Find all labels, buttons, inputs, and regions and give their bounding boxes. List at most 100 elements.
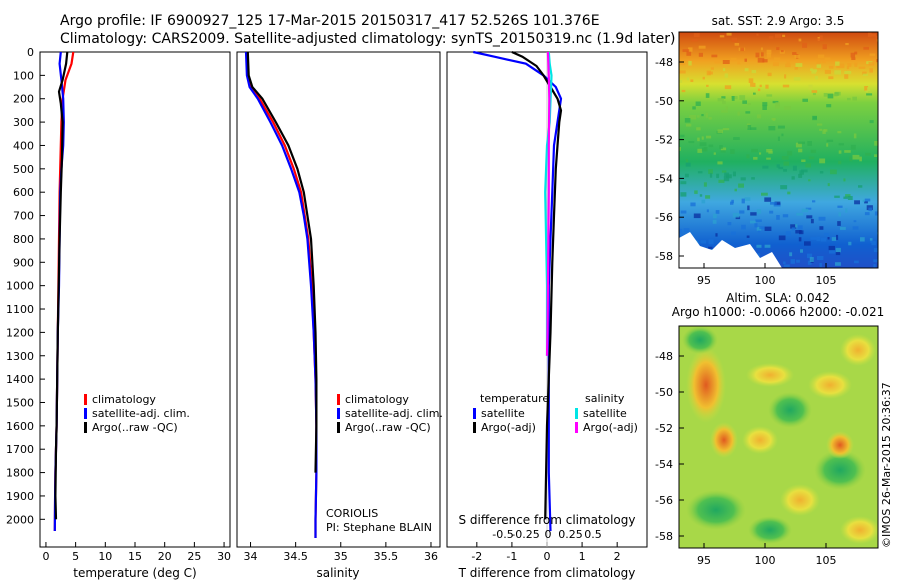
sst-pixel: [817, 54, 825, 59]
sla-anomaly: [840, 516, 878, 544]
sst-pixel: [731, 96, 735, 101]
sst-pixel: [783, 168, 787, 172]
sla-anomaly: [826, 431, 854, 459]
sst-pixel: [862, 73, 868, 76]
sst-pixel: [821, 60, 826, 64]
temperature-xtick-label: 30: [217, 550, 231, 563]
sst-pixel: [714, 61, 721, 64]
sla-anomaly: [748, 516, 792, 544]
sst-pixel: [817, 256, 824, 260]
temperature-xtick-label: 0: [42, 550, 49, 563]
sst-pixel: [812, 115, 817, 121]
sst-pixel: [835, 61, 840, 66]
sst-pixel: [791, 227, 795, 231]
sst-pixel: [850, 144, 856, 150]
sst-pixel: [808, 179, 811, 182]
sst-pixel: [750, 82, 756, 87]
depth-tick-label: 2000: [6, 513, 34, 526]
sst-pixel: [722, 60, 730, 64]
sst-pixel: [798, 148, 803, 153]
sst-pixel: [751, 148, 758, 153]
sst-pixel: [747, 103, 751, 106]
temperature-xlabel: temperature (deg C): [73, 566, 196, 580]
sst-pixel: [794, 67, 798, 70]
sst-pixel: [756, 244, 762, 248]
sst-pixel: [766, 94, 773, 97]
sst-pixel: [822, 44, 827, 50]
sst-pixel: [706, 209, 709, 213]
sst-pixel: [838, 160, 842, 165]
temperature-axes-frame: [39, 51, 231, 548]
sst-pixel: [862, 71, 867, 75]
sst-pixel: [809, 257, 814, 262]
sst-pixel: [811, 90, 818, 93]
sst-pixel: [696, 127, 701, 131]
sst-map: sat. SST: 2.9 Argo: 3.5 -48-50-52-54-56-…: [655, 14, 879, 287]
legend-swatch: [337, 394, 340, 405]
sst-pixel: [754, 223, 758, 228]
sst-pixel: [730, 149, 735, 154]
depth-tick-label: 1100: [6, 303, 34, 316]
difference-xtick-label: 0: [544, 550, 551, 563]
sst-pixel: [694, 190, 698, 194]
sst-pixel: [798, 173, 803, 178]
sst-pixel: [701, 136, 704, 140]
sst-longitude-axis: 95 100 105: [697, 263, 837, 287]
legend-label: Argo(..raw -QC): [92, 421, 178, 434]
sst-pixel: [721, 110, 728, 113]
sst-pixel: [819, 226, 824, 230]
sst-pixel: [792, 52, 797, 55]
sst-pixel: [732, 212, 740, 218]
temperature-xtick-label: 5: [72, 550, 79, 563]
sst-pixel: [824, 69, 831, 74]
sst-pixel: [759, 152, 762, 155]
sst-lon-label: 100: [755, 274, 776, 287]
sst-pixel: [816, 236, 821, 242]
sst-pixel: [757, 88, 761, 92]
sst-pixel: [807, 253, 813, 259]
sst-pixel: [755, 219, 762, 222]
sst-pixel: [693, 33, 700, 38]
salinity-xtick-label: 34.5: [283, 550, 308, 563]
depth-tick-label: 1400: [6, 373, 34, 386]
depth-tick-label: 400: [13, 139, 34, 152]
sst-pixel: [731, 37, 738, 42]
sst-pixel: [685, 158, 689, 163]
sst-pixel: [795, 142, 802, 148]
sst-pixel: [776, 47, 780, 50]
legend-swatch: [473, 408, 476, 419]
sst-pixel: [865, 152, 872, 156]
sst-pixel: [698, 45, 706, 49]
sst-pixel: [684, 173, 689, 178]
sst-pixel: [684, 118, 691, 123]
depth-tick-label: 600: [13, 186, 34, 199]
sst-pixel: [769, 210, 774, 214]
sst-pixel: [680, 134, 685, 138]
sst-pixel: [871, 241, 876, 246]
sst-pixel: [816, 59, 821, 65]
sst-pixel: [826, 104, 832, 108]
sst-pixel: [865, 90, 868, 93]
sla-lon-label: 95: [697, 554, 711, 567]
sst-pixel: [761, 52, 764, 57]
sst-pixel: [680, 210, 687, 214]
depth-tick-label: 1900: [6, 490, 34, 503]
sst-pixel: [827, 93, 834, 99]
sst-pixel: [692, 106, 696, 110]
sst-pixel: [827, 237, 830, 240]
sst-pixel: [751, 70, 757, 74]
sst-pixel: [810, 237, 817, 240]
depth-tick-label: 1000: [6, 280, 34, 293]
sst-pixel: [848, 241, 852, 246]
sst-pixel: [696, 115, 700, 118]
sst-pixel: [795, 224, 798, 228]
legend-swatch: [84, 408, 87, 419]
header-line-2: Climatology: CARS2009. Satellite-adjuste…: [60, 31, 675, 47]
sst-pixel: [784, 74, 787, 79]
legend-label: satellite: [583, 407, 627, 420]
sst-pixel: [689, 115, 696, 120]
sst-pixel: [693, 213, 701, 219]
sst-pixel: [686, 51, 692, 56]
pi-label: PI: Stephane BLAIN: [326, 521, 432, 534]
sst-pixel: [709, 173, 713, 178]
